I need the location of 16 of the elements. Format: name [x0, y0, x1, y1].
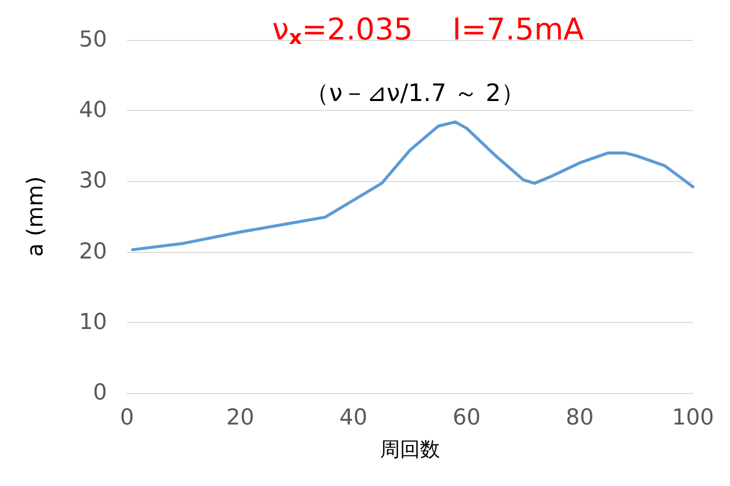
y-tick-label: 0 [93, 380, 107, 406]
x-tick-label: 0 [120, 406, 134, 430]
y-tick-label: 20 [79, 239, 107, 264]
x-tick-label: 80 [566, 406, 594, 430]
y-tick-label: 10 [79, 310, 107, 335]
x-tick-label: 60 [452, 406, 481, 430]
y-tick-label: 30 [79, 168, 107, 194]
line-series [131, 120, 694, 252]
text: （ν－⊿ν/1.7 ～ 2） [305, 79, 525, 107]
x-tick-label: 20 [226, 406, 254, 430]
x-tick-label: 40 [339, 406, 368, 430]
y-tick-label: 40 [79, 98, 107, 124]
y-tick-label: 50 [79, 28, 107, 52]
y-axis-title: a (mm) [24, 176, 48, 257]
x-axis-title: 周回数 [380, 437, 440, 461]
x-tick-label: 100 [672, 406, 714, 430]
